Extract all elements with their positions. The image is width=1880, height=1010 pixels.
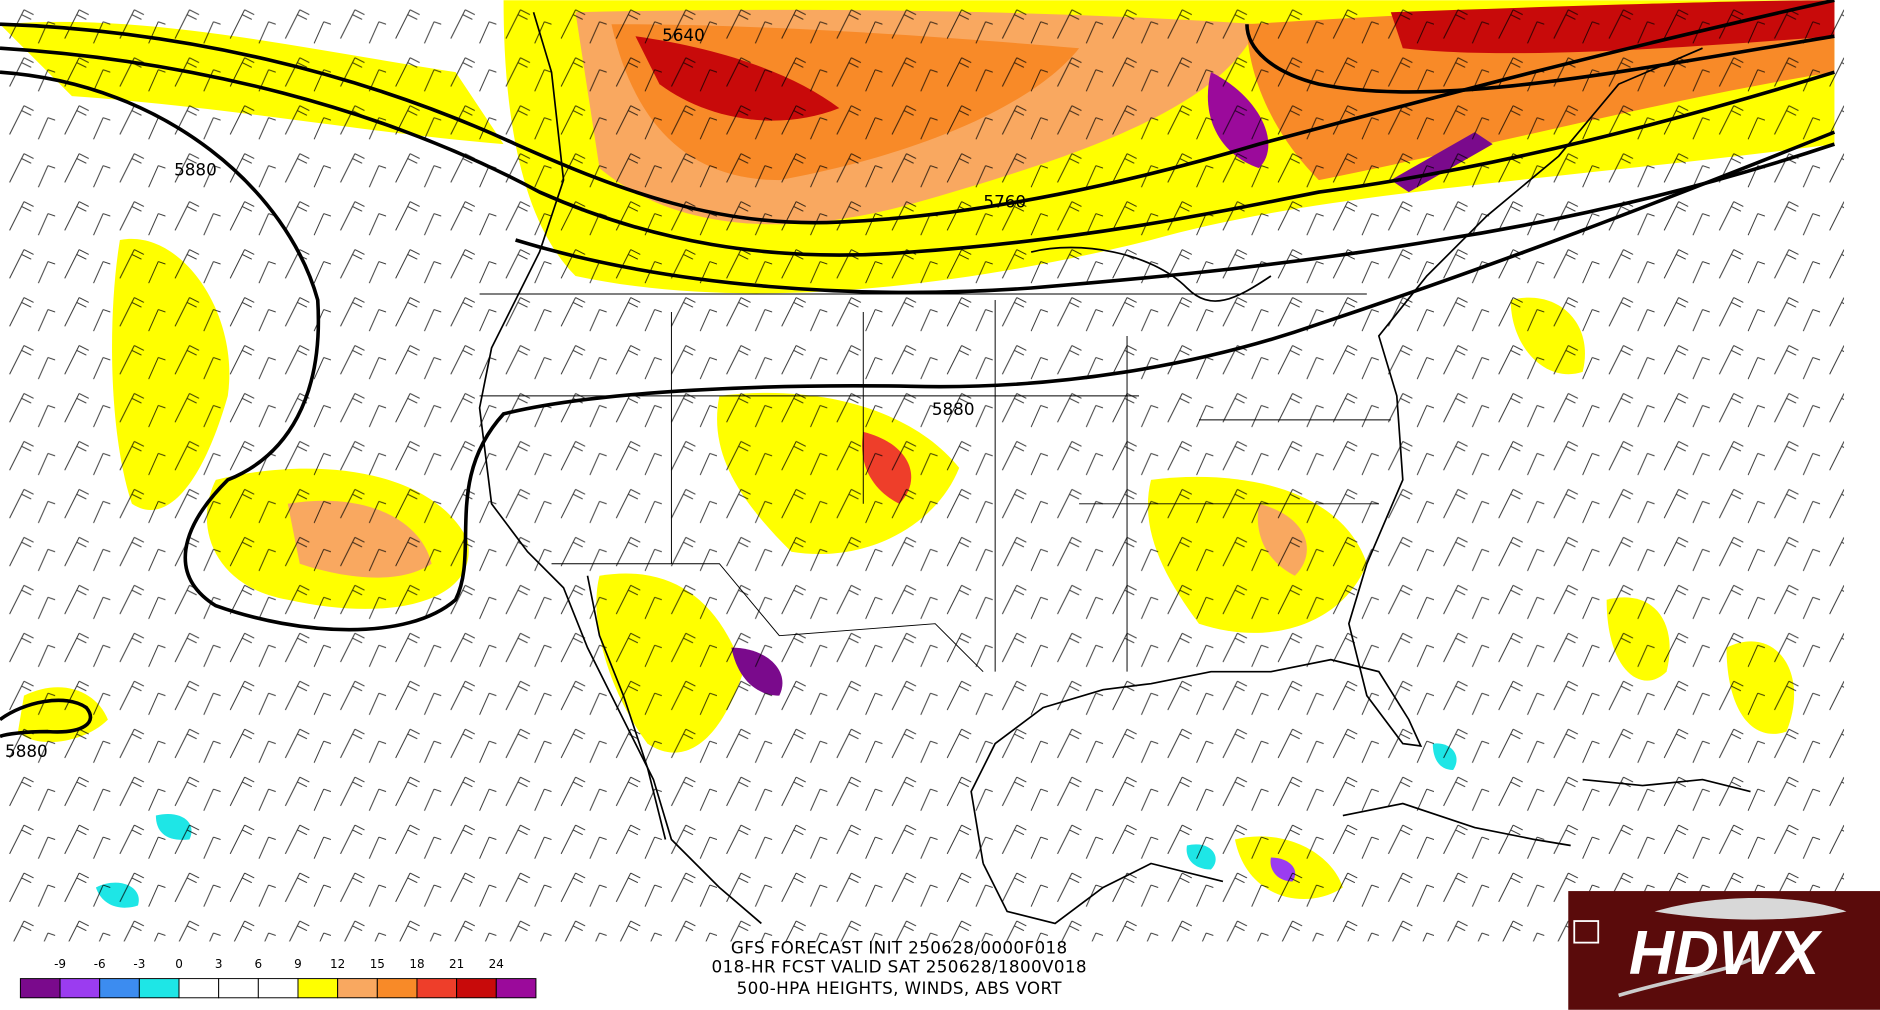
colorbar-label: 3 [215,957,223,971]
colorbar-box [99,978,140,999]
logo-swirl [1618,957,1752,998]
colorbar-label: -3 [133,957,145,971]
colorbar-box [416,978,458,999]
colorbar-box [59,978,101,999]
colorbar-box [495,978,537,999]
colorbar-label: 21 [449,957,464,971]
colorbar-label: 0 [175,957,183,971]
colorbar-box [138,978,180,999]
contour-label: 5640 [662,25,705,45]
colorbar-box [178,978,220,999]
caption-line: 500-HPA HEIGHTS, WINDS, ABS VORT [737,978,1063,998]
logo-emblem [1573,920,1600,944]
colorbar-label: 24 [489,957,504,971]
height-contours [0,0,1836,739]
wind-barbs [0,0,1845,942]
colorbar-label: 6 [255,957,263,971]
logo: HDWX [1568,891,1880,1010]
geography [478,11,1751,925]
contour-label: 5880 [174,159,217,179]
colorbar-label: -9 [54,957,66,971]
colorbar-label: 15 [370,957,385,971]
caption-line: 018-HR FCST VALID SAT 250628/1800V018 [712,957,1087,977]
colorbar-box [456,978,497,999]
colorbar-box [218,978,259,999]
colorbar-label: 18 [409,957,424,971]
colorbar: -9 -6 -3 0 3 6 9 12 15 18 21 24 [19,957,537,999]
colorbar-box [337,978,378,999]
contour-label: 5760 [983,192,1026,212]
colorbar-label: 9 [294,957,302,971]
logo-cloud [1654,897,1847,920]
colorbar-label: 12 [330,957,345,971]
colorbar-box [376,978,418,999]
logo-text: HDWX [1629,919,1823,988]
contour-label: 5880 [5,741,48,761]
colorbar-box [257,978,299,999]
colorbar-box [297,978,339,999]
colorbar-box [19,978,61,999]
caption-line: GFS FORECAST INIT 250628/0000F018 [731,937,1068,957]
colorbar-label: -6 [94,957,106,971]
contour-label: 5880 [932,399,975,419]
